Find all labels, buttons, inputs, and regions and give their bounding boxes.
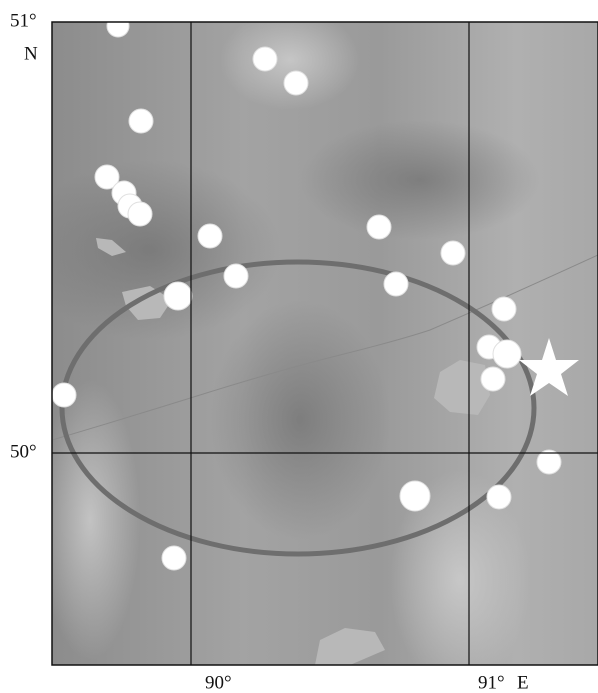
page: 51° N 50° 90° 91° E (() => { const data …: [0, 0, 598, 693]
site-marker: [487, 485, 511, 509]
north-label: N: [24, 43, 38, 64]
terrain-shade: [300, 120, 540, 240]
site-marker: [162, 546, 186, 570]
east-label: E: [517, 672, 529, 693]
terrain-light: [40, 380, 140, 660]
site-marker: [107, 15, 129, 37]
site-marker: [400, 481, 430, 511]
map: 51° N 50° 90° 91° E: [0, 0, 598, 693]
longitude-label: 90°: [205, 672, 232, 693]
site-marker: [198, 224, 222, 248]
site-marker: [224, 264, 248, 288]
terrain-light: [220, 10, 360, 110]
site-marker: [129, 109, 153, 133]
site-marker: [164, 282, 192, 310]
site-marker: [52, 383, 76, 407]
longitude-label: 91°: [478, 672, 505, 693]
terrain-shade: [210, 300, 390, 540]
site-marker: [493, 340, 521, 368]
latitude-label: 50°: [10, 441, 37, 462]
map-area: [20, 10, 598, 690]
site-marker: [128, 202, 152, 226]
site-marker: [284, 71, 308, 95]
site-marker: [384, 272, 408, 296]
site-marker: [253, 47, 277, 71]
site-marker: [492, 297, 516, 321]
site-marker: [441, 241, 465, 265]
site-marker: [367, 215, 391, 239]
latitude-label: 51°: [10, 10, 37, 31]
site-marker: [481, 367, 505, 391]
